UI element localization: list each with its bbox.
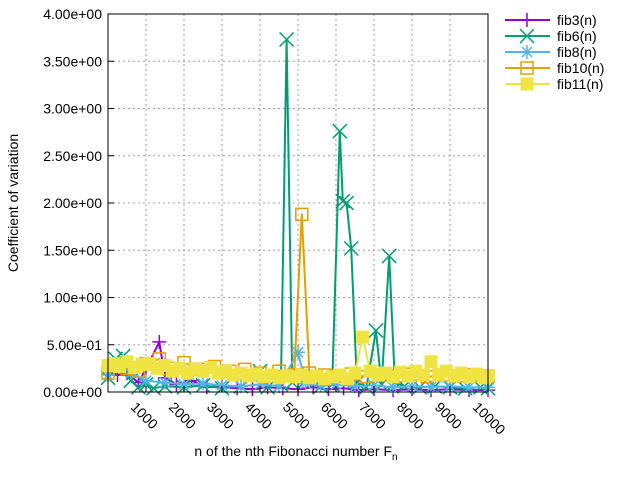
data-point [348,366,362,380]
y-tick-label: 3.00e+00 [43,101,102,117]
x-tick-label: 10000 [470,399,509,438]
x-tick-label: 7000 [356,399,389,432]
legend-item: fib10(n) [505,60,604,76]
data-point [343,240,359,256]
data-point [386,380,400,395]
legend-item: fib3(n) [505,12,597,28]
x-axis-label: n of the nth Fibonacci number Fn [194,443,397,463]
data-point [215,378,229,393]
data-point [368,323,384,339]
data-point [329,377,343,392]
data-point [424,380,438,395]
y-axis-label: Coefficient of variation [5,134,21,272]
x-tick-label: 6000 [318,399,351,432]
data-point [367,378,381,393]
legend-marker [519,28,535,44]
data-point [416,368,430,382]
data-point [356,330,370,344]
y-axis: 0.00e+00 5.00e-01 1.00e+00 1.50e+00 2.00e+00… [43,6,114,400]
data-point [424,355,438,369]
data-point [348,379,362,394]
data-point [279,31,295,48]
legend: fib3(n)fib6(n)fib8(n)fib10(n)fib11(n) [505,12,604,92]
y-tick-label: 5.00e-01 [47,337,102,353]
data-point [272,379,286,394]
x-tick-label: 3000 [204,399,237,432]
legend-label: fib6(n) [557,28,597,44]
x-axis: 1000 2000 3000 4000 5000 6000 7000 8000 9000 1000… [128,386,509,438]
x-tick-label: 1000 [128,399,161,432]
data-point [234,379,248,394]
y-tick-label: 2.00e+00 [43,195,102,211]
data-point [177,377,191,392]
y-tick-label: 4.00e+00 [43,6,102,22]
y-tick-label: 0.00e+00 [43,384,102,400]
legend-label: fib8(n) [557,44,597,60]
data-point [152,334,167,349]
data-point [313,378,328,393]
y-tick-label: 1.50e+00 [43,242,102,258]
data-point [462,380,476,395]
series-fib11-n [101,330,495,386]
legend-item: fib8(n) [505,44,597,60]
data-point [457,380,473,396]
legend-marker [520,45,534,59]
y-tick-label: 3.50e+00 [43,53,102,69]
grid [108,14,489,392]
x-tick-label: 2000 [166,399,199,432]
data-point [335,193,351,209]
x-tick-label: 9000 [432,399,465,432]
data-point [139,373,153,388]
x-tick-label: 5000 [280,399,313,432]
y-tick-label: 1.00e+00 [43,290,102,306]
data-series [100,31,496,398]
x-tick-label: 8000 [394,399,427,432]
data-point [339,195,355,211]
legend-label: fib3(n) [557,12,597,28]
legend-item: fib6(n) [505,28,597,44]
data-point [253,377,267,392]
y-tick-label: 2.50e+00 [43,148,102,164]
x-tick-label: 4000 [242,399,275,432]
data-point [158,375,172,390]
data-point [381,248,397,264]
legend-marker [520,61,534,75]
legend-marker [520,13,534,27]
legend-label: fib11(n) [557,76,603,92]
legend-marker [520,77,534,91]
data-point [332,123,348,139]
data-point [295,207,309,222]
data-point [291,345,305,360]
legend-item: fib11(n) [505,76,603,92]
data-point [196,376,210,391]
legend-label: fib10(n) [557,60,604,76]
